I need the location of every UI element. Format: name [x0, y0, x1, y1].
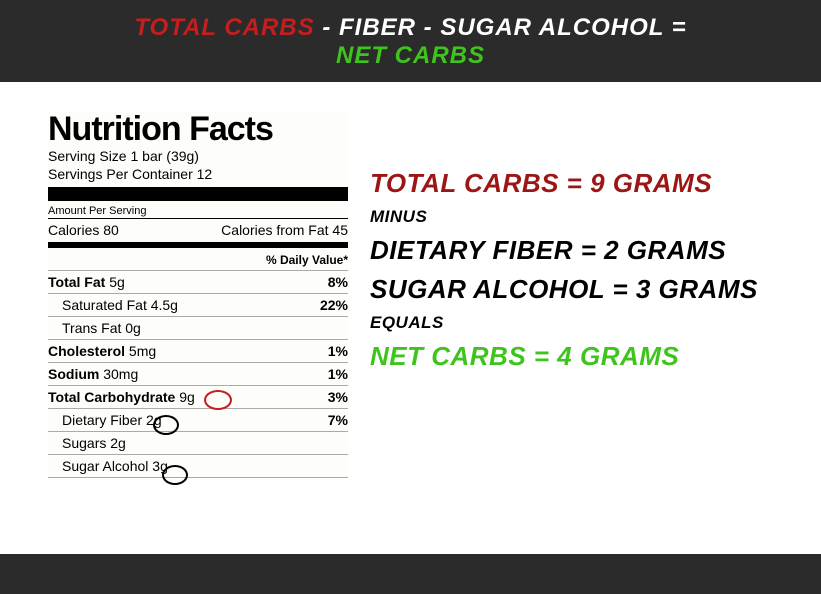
sat-fat-row: Saturated Fat 4.5g 22%: [48, 294, 348, 317]
sodium-dv: 1%: [328, 366, 348, 382]
formula-total-carbs: TOTAL CARBS: [134, 14, 314, 41]
sugar-alcohol-left: Sugar Alcohol 3g: [48, 458, 168, 474]
total-fat-value: 5g: [109, 274, 125, 290]
sodium-row: Sodium 30mg 1%: [48, 363, 348, 386]
trans-fat-label: Trans Fat 0g: [48, 320, 141, 336]
servings-per-container: Servings Per Container 12: [48, 166, 348, 184]
calories-value: 80: [103, 222, 119, 238]
total-fat-dv: 8%: [328, 274, 348, 290]
formula-header: TOTAL CARBS - FIBER - SUGAR ALCOHOL = NE…: [0, 0, 821, 82]
calories-left: Calories 80: [48, 222, 119, 238]
total-fat-label: Total Fat: [48, 274, 105, 290]
calc-dietary-fiber: DIETARY FIBER = 2 GRAMS: [370, 235, 821, 266]
total-carb-value: 9g: [179, 389, 195, 405]
total-fat-left: Total Fat 5g: [48, 274, 125, 290]
nutrition-label: Nutrition Facts Serving Size 1 bar (39g)…: [48, 112, 348, 478]
total-carb-row: Total Carbohydrate 9g 3%: [48, 386, 348, 409]
formula-mid: - FIBER - SUGAR ALCOHOL =: [315, 14, 687, 41]
sodium-left: Sodium 30mg: [48, 366, 138, 382]
sat-fat-label: Saturated Fat 4.5g: [48, 297, 178, 313]
nutrition-title: Nutrition Facts: [48, 112, 348, 146]
calc-equals: EQUALS: [370, 313, 821, 333]
total-carb-label: Total Carbohydrate: [48, 389, 175, 405]
fiber-value: 2g: [146, 412, 162, 428]
main-content: Nutrition Facts Serving Size 1 bar (39g)…: [0, 82, 821, 478]
cholesterol-value: 5mg: [129, 343, 156, 359]
trans-fat-row: Trans Fat 0g: [48, 317, 348, 340]
serving-size: Serving Size 1 bar (39g): [48, 148, 348, 166]
sugars-row: Sugars 2g: [48, 432, 348, 455]
total-carb-left: Total Carbohydrate 9g: [48, 389, 195, 405]
cholesterol-row: Cholesterol 5mg 1%: [48, 340, 348, 363]
calories-label: Calories: [48, 222, 99, 238]
sodium-label: Sodium: [48, 366, 99, 382]
fiber-row: Dietary Fiber 2g 7%: [48, 409, 348, 432]
cholesterol-label: Cholesterol: [48, 343, 125, 359]
calories-row: Calories 80 Calories from Fat 45: [48, 219, 348, 240]
total-carb-dv: 3%: [328, 389, 348, 405]
sugar-alcohol-row: Sugar Alcohol 3g: [48, 455, 348, 478]
formula-line-2: NET CARBS: [0, 42, 821, 70]
cholesterol-left: Cholesterol 5mg: [48, 343, 156, 359]
sugar-alcohol-value: 3g: [152, 458, 168, 474]
sugar-alcohol-label: Sugar Alcohol: [62, 458, 148, 474]
amount-per-serving: Amount Per Serving: [48, 203, 348, 219]
fiber-dv: 7%: [328, 412, 348, 428]
calories-from-fat: Calories from Fat 45: [221, 222, 348, 238]
calculation-panel: TOTAL CARBS = 9 GRAMS MINUS DIETARY FIBE…: [370, 112, 821, 478]
sugars-label: Sugars 2g: [48, 435, 126, 451]
cholesterol-dv: 1%: [328, 343, 348, 359]
sat-fat-dv: 22%: [320, 297, 348, 313]
total-fat-row: Total Fat 5g 8%: [48, 271, 348, 294]
daily-value-header: % Daily Value*: [48, 250, 348, 271]
fiber-label: Dietary Fiber: [62, 412, 142, 428]
sodium-value: 30mg: [103, 366, 138, 382]
calc-net-carbs: NET CARBS = 4 GRAMS: [370, 341, 821, 372]
formula-net-carbs: NET CARBS: [336, 42, 485, 69]
bottom-band: [0, 554, 821, 594]
thick-rule-1: [48, 187, 348, 201]
calc-total-carbs: TOTAL CARBS = 9 GRAMS: [370, 168, 821, 199]
calc-sugar-alcohol: SUGAR ALCOHOL = 3 GRAMS: [370, 274, 821, 305]
fiber-left: Dietary Fiber 2g: [48, 412, 162, 428]
calc-minus: MINUS: [370, 207, 821, 227]
formula-line-1: TOTAL CARBS - FIBER - SUGAR ALCOHOL =: [0, 14, 821, 42]
med-rule: [48, 242, 348, 248]
